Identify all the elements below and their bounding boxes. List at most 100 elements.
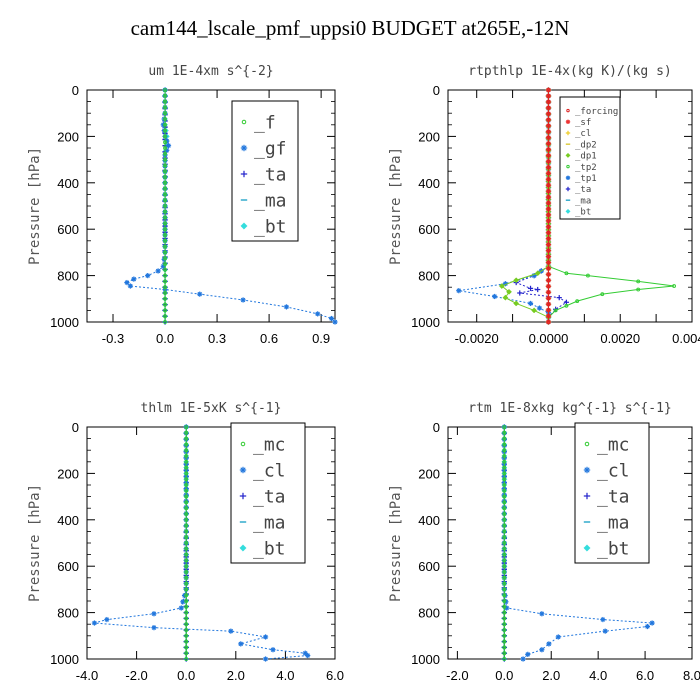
data-point bbox=[163, 227, 167, 232]
data-point bbox=[184, 610, 189, 615]
series-f bbox=[163, 88, 167, 324]
data-point bbox=[305, 652, 311, 659]
data-point bbox=[546, 189, 551, 194]
data-point bbox=[163, 273, 167, 278]
data-point bbox=[502, 442, 507, 447]
data-point bbox=[163, 117, 167, 121]
legend-marker bbox=[565, 175, 571, 180]
data-point bbox=[332, 319, 338, 325]
data-point bbox=[502, 651, 507, 656]
data-point bbox=[163, 244, 167, 249]
data-point bbox=[546, 88, 551, 92]
y-tick-label: 200 bbox=[57, 129, 79, 144]
data-point bbox=[502, 645, 507, 650]
data-point bbox=[127, 283, 133, 289]
y-tick-label: 0 bbox=[72, 420, 79, 435]
data-point bbox=[184, 454, 189, 458]
data-point bbox=[546, 284, 551, 289]
legend-label: _dp2 bbox=[575, 140, 597, 150]
data-point bbox=[184, 517, 189, 522]
data-point bbox=[163, 198, 167, 203]
legend-label: _tp2 bbox=[575, 163, 597, 173]
x-tick-label: 6.0 bbox=[636, 668, 654, 683]
data-point bbox=[600, 616, 606, 623]
data-point bbox=[240, 297, 246, 303]
data-point bbox=[163, 186, 167, 191]
y-tick-label: 1000 bbox=[50, 652, 79, 667]
data-point bbox=[502, 512, 507, 516]
data-point bbox=[163, 320, 167, 324]
data-point bbox=[556, 295, 562, 301]
data-point bbox=[502, 506, 507, 511]
data-point bbox=[502, 610, 507, 615]
data-point bbox=[184, 529, 189, 534]
data-point bbox=[649, 620, 655, 626]
data-point bbox=[163, 204, 167, 208]
data-point bbox=[546, 207, 551, 211]
data-point bbox=[535, 286, 541, 293]
data-point bbox=[553, 308, 558, 313]
data-point bbox=[546, 171, 551, 176]
data-point bbox=[104, 616, 110, 623]
data-point bbox=[131, 276, 137, 282]
legend: _f _gf _ta _ma _bt bbox=[231, 100, 299, 242]
data-point bbox=[163, 256, 167, 261]
legend-marker bbox=[566, 108, 570, 113]
data-point bbox=[502, 454, 507, 458]
data-point bbox=[184, 512, 189, 516]
series-gf bbox=[124, 87, 338, 325]
data-point bbox=[184, 541, 189, 545]
data-point bbox=[151, 625, 157, 631]
data-point bbox=[644, 623, 651, 630]
y-tick-label: 800 bbox=[418, 269, 440, 284]
data-point bbox=[163, 163, 167, 168]
y-tick-label: 200 bbox=[418, 129, 440, 144]
data-point bbox=[513, 300, 520, 307]
data-point bbox=[163, 134, 167, 139]
data-point bbox=[502, 477, 507, 482]
chart-title: rtm 1E-8xkg kg^{-1} s^{-1} bbox=[468, 401, 672, 416]
data-point bbox=[262, 634, 269, 640]
data-point bbox=[546, 147, 551, 152]
legend-marker bbox=[239, 492, 247, 500]
data-point bbox=[184, 500, 189, 505]
data-point bbox=[184, 477, 189, 482]
data-point bbox=[163, 180, 167, 185]
data-point bbox=[539, 611, 545, 617]
legend-marker bbox=[239, 466, 247, 474]
chart-um: um 1E-4xm s^{-2} Pressure [hPa] 0 200 400 600… bbox=[27, 64, 338, 346]
data-point bbox=[145, 273, 151, 279]
data-point bbox=[546, 99, 551, 104]
data-point bbox=[546, 123, 551, 128]
data-point bbox=[163, 209, 167, 214]
data-point bbox=[546, 254, 551, 259]
data-point bbox=[151, 611, 157, 617]
legend-marker bbox=[583, 492, 591, 500]
y-tick-label: 600 bbox=[57, 222, 79, 237]
data-point bbox=[184, 442, 189, 447]
data-point bbox=[502, 471, 507, 476]
data-point bbox=[546, 105, 551, 110]
legend-marker bbox=[583, 544, 591, 552]
data-point bbox=[184, 622, 189, 627]
data-point bbox=[502, 494, 507, 499]
series-line bbox=[126, 90, 336, 323]
data-point bbox=[546, 117, 551, 122]
data-point bbox=[184, 639, 189, 644]
data-point bbox=[184, 430, 189, 435]
y-axis-label: Pressure [hPa] bbox=[27, 484, 43, 602]
data-point bbox=[184, 587, 189, 592]
data-point bbox=[546, 302, 551, 307]
data-point bbox=[546, 278, 551, 283]
legend-marker bbox=[241, 119, 247, 125]
data-point bbox=[502, 570, 507, 574]
data-point bbox=[184, 506, 189, 511]
data-point bbox=[184, 465, 189, 470]
data-point bbox=[502, 657, 507, 661]
data-point bbox=[163, 93, 167, 98]
data-point bbox=[546, 135, 551, 140]
legend-label: _ma bbox=[597, 512, 630, 533]
data-point bbox=[315, 311, 321, 317]
legend-label: _sf bbox=[575, 118, 591, 128]
data-point bbox=[546, 290, 551, 295]
